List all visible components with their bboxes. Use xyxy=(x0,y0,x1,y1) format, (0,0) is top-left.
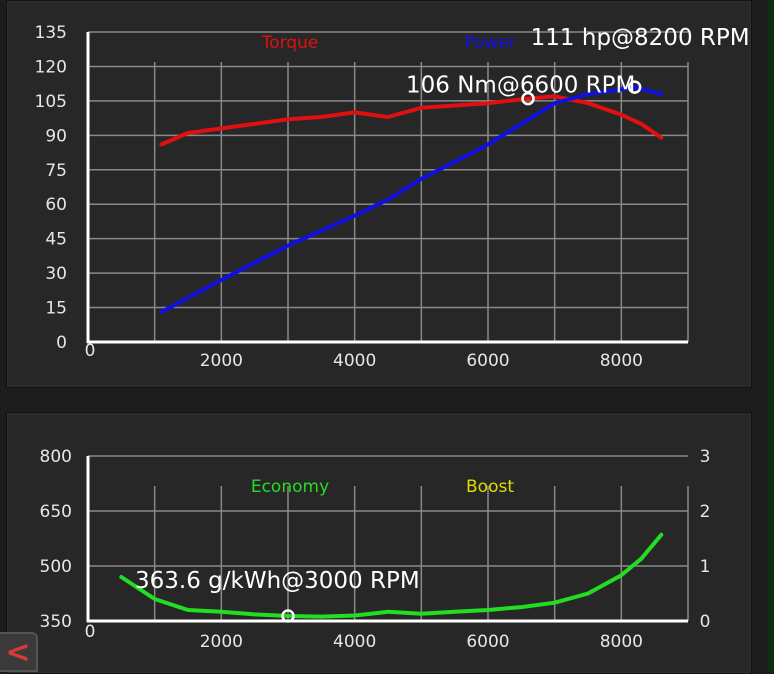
x-tick-label: 8000 xyxy=(600,632,643,652)
x-tick-label: 4000 xyxy=(333,632,376,652)
y-tick-label: 45 xyxy=(45,230,67,250)
y-tick-label: 500 xyxy=(40,557,72,577)
back-button[interactable]: < xyxy=(0,632,38,672)
series-line-torque xyxy=(159,94,664,147)
annotation-marker xyxy=(521,91,535,106)
chevron-left-icon: < xyxy=(5,634,31,670)
annotation-marker xyxy=(627,80,642,94)
x-tick-label: 4000 xyxy=(333,351,376,371)
series-line-economy xyxy=(119,532,664,619)
y-tick-label: 0 xyxy=(56,333,67,353)
annotation-label: 111 hp@8200 RPM xyxy=(531,25,750,51)
annotation-label: 106 Nm@6600 RPM xyxy=(406,73,635,99)
legend-entry: Power xyxy=(464,33,515,53)
y2-tick-label: 3 xyxy=(700,447,711,467)
y-tick-label: 90 xyxy=(45,126,67,146)
annotation-label: 363.6 g/kWh@3000 RPM xyxy=(135,568,420,594)
x-tick-label: 6000 xyxy=(466,632,509,652)
x-tick-label: 6000 xyxy=(466,351,509,371)
x-tick-label: 0 xyxy=(85,622,96,642)
y2-tick-label: 0 xyxy=(700,612,711,632)
y2-tick-label: 1 xyxy=(700,557,711,577)
legend-entry: Torque xyxy=(261,33,319,53)
y-tick-label: 120 xyxy=(35,57,67,77)
y-tick-label: 15 xyxy=(45,299,67,319)
y-tick-label: 350 xyxy=(40,612,72,632)
annotation-marker xyxy=(281,609,295,623)
legend-entry: Boost xyxy=(466,477,514,497)
right-edge-strip xyxy=(768,0,774,672)
y2-tick-label: 2 xyxy=(700,502,711,522)
y-tick-label: 800 xyxy=(40,447,72,467)
x-tick-label: 2000 xyxy=(200,351,243,371)
economy-boost-panel: 350 500 650 800 0 1 2 3 0 2000 4000 6000 8000 Economy… xyxy=(6,412,752,674)
torque-power-panel: 0 15 30 45 60 75 90 105 120 135 0 2000 4000 6000 8000 T… xyxy=(6,0,752,388)
y-tick-label: 75 xyxy=(45,161,67,181)
y-tick-label: 60 xyxy=(45,195,67,215)
x-tick-label: 8000 xyxy=(600,351,643,371)
torque-power-chart: 0 15 30 45 60 75 90 105 120 135 0 2000 4000 6000 8000 T… xyxy=(35,23,750,371)
y-tick-label: 105 xyxy=(35,92,67,112)
y-tick-label: 135 xyxy=(35,23,67,43)
legend-entry: Economy xyxy=(251,477,329,497)
series-line-power xyxy=(159,85,664,315)
x-tick-label: 2000 xyxy=(200,632,243,652)
y-tick-label: 30 xyxy=(45,264,67,284)
y-tick-label: 650 xyxy=(40,502,72,522)
x-tick-label: 0 xyxy=(85,341,96,361)
